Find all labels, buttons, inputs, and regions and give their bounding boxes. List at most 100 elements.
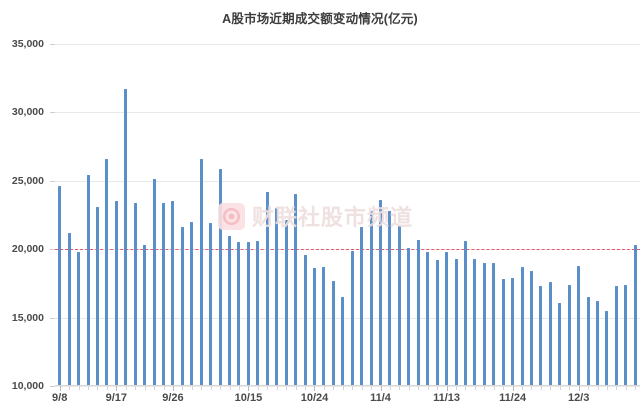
x-tick-label: 9/8 [52,392,68,404]
x-tick-label: 12/3 [567,392,590,404]
x-tick [361,386,363,390]
bar [463,241,467,386]
bar [529,271,533,386]
x-tick [465,386,467,390]
x-tick [305,386,307,390]
bar [397,225,401,386]
bar [596,301,600,386]
x-tick [314,386,316,391]
bar [416,239,420,386]
bar [341,297,345,386]
x-tick [220,386,222,390]
x-tick [522,386,524,390]
x-tick [635,386,637,390]
bar [501,279,505,386]
x-tick [446,386,448,391]
bar [124,89,128,386]
x-tick [380,386,382,391]
bar [520,266,524,386]
bar [105,158,109,386]
bar [199,158,203,386]
x-tick [550,386,552,390]
bar [209,223,213,386]
x-tick [352,386,354,390]
x-tick [569,386,571,390]
threshold-line [55,249,640,251]
bar [284,220,288,386]
x-tick [484,386,486,390]
bar [143,245,147,386]
gridline [55,317,640,319]
y-tick-mark [50,386,55,387]
bar [275,208,279,386]
x-tick [248,386,250,391]
x-axis-ticks [55,386,640,391]
x-tick [97,386,99,390]
bar [218,168,222,386]
y-tick-label: 25,000 [11,174,44,187]
x-tick [493,386,495,390]
x-tick [191,386,193,390]
bar [454,258,458,386]
bar [407,247,411,386]
x-tick [418,386,420,390]
x-tick [257,386,259,390]
x-tick [154,386,156,390]
x-tick [229,386,231,390]
plot-area [55,44,640,387]
x-tick [474,386,476,390]
x-tick-label: 10/24 [300,392,329,404]
y-tick-mark [50,317,55,319]
bar [426,251,430,386]
bar [567,284,571,386]
x-tick [125,386,127,390]
bar [435,260,439,386]
y-tick-label: 35,000 [11,38,44,50]
x-tick-label: 11/4 [370,392,391,404]
x-tick [267,386,269,390]
bars-layer [55,44,640,386]
gridline [55,386,640,387]
x-tick-label: 9/17 [105,392,128,404]
y-tick-mark [50,180,55,182]
bar [246,242,250,386]
bar [95,206,99,386]
x-tick [106,386,108,390]
x-tick [342,386,344,390]
bar [360,227,364,386]
x-tick [588,386,590,390]
bar [586,297,590,386]
x-tick [295,386,297,390]
y-tick-label: 15,000 [11,311,44,324]
bar [492,262,496,386]
bar [388,210,392,386]
bar [379,199,383,386]
x-tick [286,386,288,390]
bar [539,286,543,386]
bar [605,310,609,386]
x-tick-label: 9/26 [162,392,184,404]
x-tick [503,386,505,390]
y-tick-label: 20,000 [11,243,44,256]
bar [511,277,515,386]
bar [77,251,81,386]
x-tick [597,386,599,390]
x-axis-baseline [55,385,640,386]
bar [482,262,486,386]
y-axis: 35,000 30,000 25,000 20,000 15,000 10,000 [0,38,55,392]
y-tick-mark [50,249,55,251]
x-tick-label: 11/24 [499,392,527,404]
bar [350,250,354,386]
x-tick [323,386,325,390]
x-tick [116,386,118,391]
x-tick [437,386,439,390]
x-tick [606,386,608,390]
bar [114,201,118,386]
x-tick [78,386,80,390]
bar [133,202,137,386]
bar [558,302,562,386]
x-tick-label: 11/13 [433,392,461,404]
x-tick [399,386,401,390]
x-tick [59,386,61,391]
